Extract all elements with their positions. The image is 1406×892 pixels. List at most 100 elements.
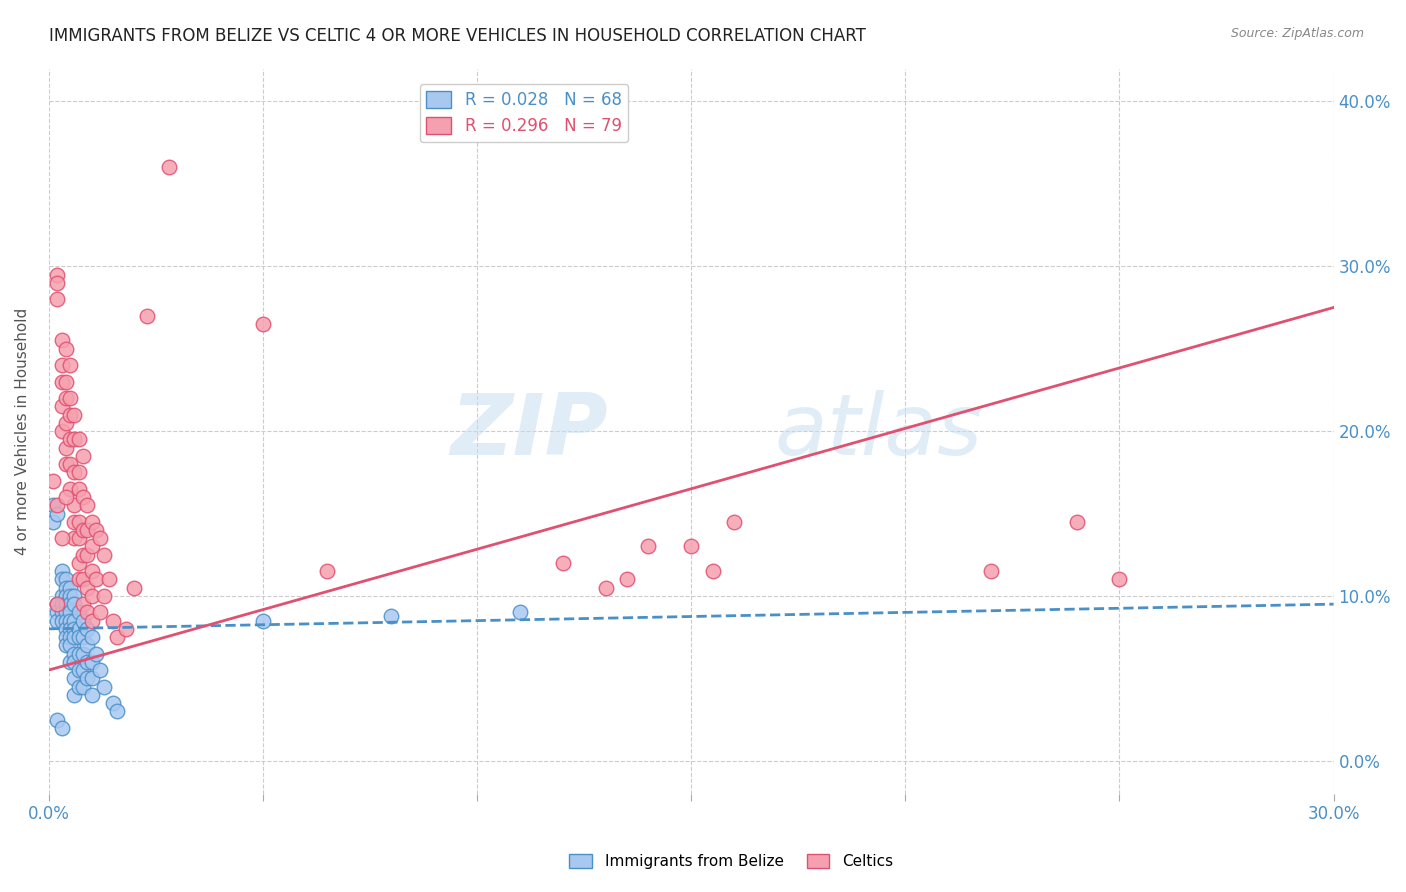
Point <box>63 655 86 669</box>
Point <box>55 589 77 603</box>
Point <box>72 597 94 611</box>
Point <box>59 433 82 447</box>
Point <box>1108 573 1130 587</box>
Point <box>89 531 111 545</box>
Point <box>51 564 73 578</box>
Point <box>76 622 98 636</box>
Point <box>72 663 94 677</box>
Point <box>76 523 98 537</box>
Point <box>136 309 159 323</box>
Point <box>63 589 86 603</box>
Point <box>72 630 94 644</box>
Point <box>55 391 77 405</box>
Point <box>51 573 73 587</box>
Point <box>93 548 115 562</box>
Point <box>51 424 73 438</box>
Point <box>42 498 65 512</box>
Point <box>46 597 69 611</box>
Point <box>42 474 65 488</box>
Point <box>59 630 82 644</box>
Point <box>76 498 98 512</box>
Point <box>59 358 82 372</box>
Point <box>59 614 82 628</box>
Point <box>46 507 69 521</box>
Point <box>46 498 69 512</box>
Point <box>72 523 94 537</box>
Point <box>51 597 73 611</box>
Point <box>55 638 77 652</box>
Point <box>723 515 745 529</box>
Point <box>97 573 120 587</box>
Point <box>80 515 103 529</box>
Point <box>80 630 103 644</box>
Point <box>76 671 98 685</box>
Point <box>80 688 103 702</box>
Point <box>702 564 724 578</box>
Point <box>67 531 90 545</box>
Point <box>46 597 69 611</box>
Point <box>80 671 103 685</box>
Point <box>59 622 82 636</box>
Point <box>46 606 69 620</box>
Point <box>63 498 86 512</box>
Point <box>59 482 82 496</box>
Point <box>67 433 90 447</box>
Point <box>63 408 86 422</box>
Point <box>55 375 77 389</box>
Point <box>59 606 82 620</box>
Point <box>51 375 73 389</box>
Point <box>67 556 90 570</box>
Point <box>46 268 69 282</box>
Point <box>46 614 69 628</box>
Point <box>63 671 86 685</box>
Point <box>55 622 77 636</box>
Point <box>55 490 77 504</box>
Point <box>63 465 86 479</box>
Point <box>63 515 86 529</box>
Point <box>63 688 86 702</box>
Point <box>93 680 115 694</box>
Point <box>59 655 82 669</box>
Y-axis label: 4 or more Vehicles in Household: 4 or more Vehicles in Household <box>15 308 30 555</box>
Point <box>72 647 94 661</box>
Point <box>76 606 98 620</box>
Point <box>380 608 402 623</box>
Point <box>63 531 86 545</box>
Point <box>67 573 90 587</box>
Point <box>72 614 94 628</box>
Point <box>105 704 128 718</box>
Point <box>105 630 128 644</box>
Point <box>115 622 138 636</box>
Point <box>101 696 124 710</box>
Point <box>84 647 107 661</box>
Point <box>55 457 77 471</box>
Point <box>72 449 94 463</box>
Point <box>80 614 103 628</box>
Point <box>67 515 90 529</box>
Point <box>63 630 86 644</box>
Point <box>55 441 77 455</box>
Point <box>51 358 73 372</box>
Point <box>55 342 77 356</box>
Point <box>252 614 274 628</box>
Text: Source: ZipAtlas.com: Source: ZipAtlas.com <box>1230 27 1364 40</box>
Point <box>124 581 146 595</box>
Point <box>681 540 703 554</box>
Point <box>72 490 94 504</box>
Point <box>67 647 90 661</box>
Point <box>551 556 574 570</box>
Point <box>55 597 77 611</box>
Point <box>67 680 90 694</box>
Text: atlas: atlas <box>775 390 983 473</box>
Point <box>59 408 82 422</box>
Point <box>63 622 86 636</box>
Point <box>80 655 103 669</box>
Point <box>59 581 82 595</box>
Point <box>51 400 73 414</box>
Point <box>55 416 77 430</box>
Point <box>76 638 98 652</box>
Point <box>67 663 90 677</box>
Point <box>51 721 73 735</box>
Point <box>63 614 86 628</box>
Point <box>595 581 617 595</box>
